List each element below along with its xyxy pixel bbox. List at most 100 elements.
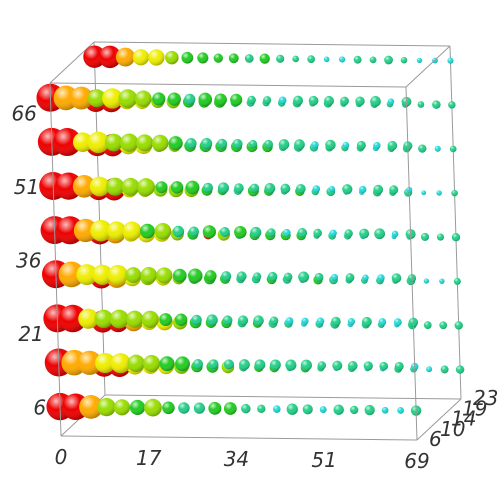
data-point [175,356,190,372]
data-point [69,86,93,110]
data-point [391,230,399,238]
data-point [362,316,372,327]
data-point [247,95,256,105]
box-edge [104,394,462,400]
data-point [294,139,305,150]
data-point [143,354,161,373]
data-point [185,180,200,195]
data-point [106,177,125,196]
data-point [329,229,337,237]
data-point [313,228,322,238]
data-point [72,132,93,152]
data-point [440,365,449,374]
data-point [228,53,239,64]
data-point [178,402,190,414]
data-point [418,144,427,153]
data-point [238,315,249,326]
data-point [232,138,243,149]
x-axis-line [60,435,418,441]
data-point [272,405,281,413]
data-point [323,56,330,63]
z-tick-label: 14 [451,407,476,431]
y-tick-label: 21 [18,322,43,346]
data-point [239,359,250,370]
data-point [77,350,102,375]
data-point [298,271,310,283]
data-point [168,136,183,151]
data-point [137,178,155,196]
data-point [213,53,223,63]
data-point [340,96,349,106]
data-point [359,228,370,239]
data-point [434,145,441,152]
data-point [172,225,185,238]
x-tick-label: 51 [311,448,336,472]
data-point [280,183,291,194]
data-point [332,360,343,371]
data-point [362,274,369,281]
data-point [230,93,243,106]
box-edge [93,41,451,47]
data-point [300,359,312,371]
data-point [217,182,229,194]
data-point [204,270,217,282]
data-point [331,273,339,281]
data-point [148,49,165,66]
data-point [378,318,387,326]
data-point [302,404,313,415]
data-point [253,315,264,326]
data-point [129,399,146,416]
x-tick-label: 69 [404,449,429,473]
y-axis-line [49,82,62,437]
data-point [453,277,461,285]
data-point [73,218,98,243]
data-point [432,100,441,109]
data-point [301,317,309,325]
box-edge [405,86,418,441]
data-point [423,278,430,284]
data-point [348,360,358,371]
data-point [144,398,162,417]
data-point [135,90,152,108]
data-point [94,309,113,329]
data-point [316,317,325,326]
data-point [342,184,353,195]
data-point [359,185,367,194]
data-point [266,228,276,237]
data-point [449,145,457,153]
data-point [269,316,279,326]
data-point [264,139,273,149]
data-point [141,310,159,328]
data-points [36,45,465,421]
data-point [339,56,346,63]
data-point [159,356,175,372]
data-point [353,55,362,64]
data-point [308,95,319,106]
data-point [202,225,216,239]
data-point [373,184,384,195]
data-point [394,361,404,371]
data-point [92,264,113,285]
data-point [325,139,336,151]
box-edge [405,45,451,88]
data-point [188,226,199,237]
data-point [264,183,276,194]
data-point [278,96,287,105]
x-tick-label: 0 [55,445,68,469]
data-point [373,141,381,150]
data-point [377,274,385,282]
data-point [120,133,139,152]
data-point [188,268,203,284]
data-point [307,55,316,64]
data-point [328,185,335,193]
data-point [172,268,187,283]
data-point [201,138,213,150]
data-point [448,101,456,109]
data-point [350,405,359,415]
data-point [76,264,98,286]
data-point [107,264,128,285]
data-point [417,101,425,108]
data-point [140,223,155,239]
data-point [59,304,87,333]
data-point [455,365,465,374]
